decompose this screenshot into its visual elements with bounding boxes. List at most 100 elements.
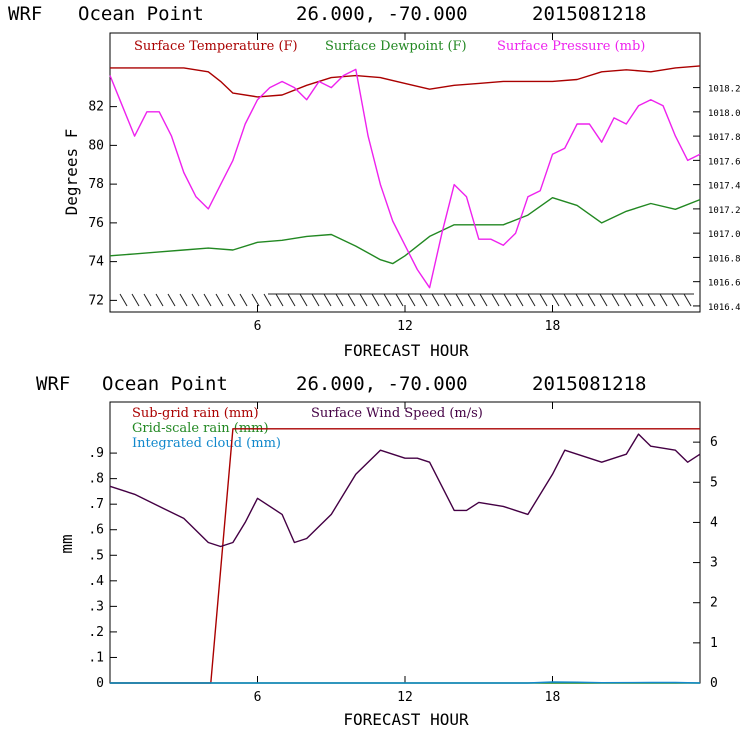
panel1-run: 2015081218 xyxy=(532,3,646,25)
legend-subgrid-rain: Sub-grid rain (mm) xyxy=(132,406,259,421)
wind-barb xyxy=(647,293,656,307)
wind-barb xyxy=(131,293,140,307)
wind-barb xyxy=(203,293,212,307)
panel1-y2-tick-label: 1016.4 xyxy=(708,303,740,313)
wind-barb xyxy=(239,293,248,307)
panel1-y-tick-label: 72 xyxy=(88,293,104,308)
wind-barb xyxy=(287,293,296,307)
wind-barb xyxy=(395,293,404,307)
panel2-y-tick-label: 0 xyxy=(96,676,104,691)
panel1-plot-frame xyxy=(109,32,701,313)
wind-barb xyxy=(431,293,440,307)
panel2-x-tick-label: 18 xyxy=(545,690,561,705)
panel2-y-tick-label: .8 xyxy=(88,472,104,487)
wind-barb xyxy=(227,293,236,307)
panel2-model: WRF xyxy=(36,373,70,395)
wind-barb xyxy=(323,293,332,307)
panel2-y-tick-label: .6 xyxy=(88,523,104,538)
panel2-y2-tick-label: 4 xyxy=(710,515,718,530)
legend-surface-pressure: Surface Pressure (mb) xyxy=(497,39,645,54)
wind-barb xyxy=(443,293,452,307)
series-surface-wind-speed-m-s xyxy=(109,433,701,548)
panel2-y2-tick-label: 0 xyxy=(710,676,718,691)
panel1-legend: Surface Temperature (F) Surface Dewpoint… xyxy=(134,39,645,54)
panel1-y-tick-label: 74 xyxy=(88,255,104,270)
wind-barb xyxy=(407,293,416,307)
wind-barb xyxy=(179,293,188,307)
legend-surface-dewpoint: Surface Dewpoint (F) xyxy=(325,39,467,54)
panel1-x-tick-label: 12 xyxy=(397,319,413,334)
wind-barb xyxy=(599,293,608,307)
wind-barb xyxy=(587,293,596,307)
panel1-y-tick-label: 80 xyxy=(88,138,104,153)
panel1-location: Ocean Point xyxy=(78,3,204,25)
panel1-header: WRF Ocean Point 26.000, -70.000 20150812… xyxy=(8,3,646,25)
wind-barb xyxy=(611,293,620,307)
wind-barb xyxy=(515,293,524,307)
panel1-y2-tick-label: 1017.8 xyxy=(708,133,740,143)
panel2-x-tick-label: 12 xyxy=(397,690,413,705)
wind-barb xyxy=(455,293,464,307)
wind-barb xyxy=(467,293,476,307)
panel2-y2-tick-label: 3 xyxy=(710,556,718,571)
panel1-x-tick-label: 18 xyxy=(545,319,561,334)
wind-barb xyxy=(347,293,356,307)
wind-barb xyxy=(263,293,272,307)
legend-surface-temperature: Surface Temperature (F) xyxy=(134,39,298,54)
wind-barb xyxy=(491,293,500,307)
panel2-y2-tick-label: 5 xyxy=(710,475,718,490)
panel2-y-tick-label: .7 xyxy=(88,497,104,512)
panel1-series xyxy=(109,65,701,289)
wind-barb xyxy=(251,293,260,307)
series-integrated-cloud-mm xyxy=(110,681,701,684)
wind-barb xyxy=(635,293,644,307)
wind-barb xyxy=(671,293,680,307)
wind-barb xyxy=(479,293,488,307)
panel1-y2-tick-label: 1017.0 xyxy=(708,230,740,240)
wind-barb xyxy=(371,293,380,307)
wind-barb xyxy=(503,293,512,307)
panel1-y2-tick-label: 1017.4 xyxy=(708,182,740,192)
panel1-xlabel: FORECAST HOUR xyxy=(343,341,469,360)
wind-barb xyxy=(143,293,152,307)
legend-grid-scale-rain: Grid-scale rain (mm) xyxy=(132,421,269,436)
wind-barb xyxy=(215,293,224,307)
wind-barb xyxy=(623,293,632,307)
panel2-y-tick-label: .4 xyxy=(88,574,104,589)
wind-barb xyxy=(335,293,344,307)
panel2-run: 2015081218 xyxy=(532,373,646,395)
panel1-x-tick-label: 6 xyxy=(254,319,262,334)
panel2-y2-tick-label: 6 xyxy=(710,435,718,450)
series-surface-temperature-f xyxy=(110,65,701,98)
panel2-y-tick-label: .9 xyxy=(88,446,104,461)
wind-barb xyxy=(575,293,584,307)
legend-surface-wind-speed: Surface Wind Speed (m/s) xyxy=(311,406,483,421)
wind-barb xyxy=(683,293,692,307)
panel2-y-tick-label: .5 xyxy=(88,548,104,563)
legend-integrated-cloud: Integrated cloud (mm) xyxy=(132,436,281,451)
wind-barb xyxy=(119,293,128,307)
panel1-y2-tick-label: 1018.0 xyxy=(708,109,740,119)
panel1-y2-tick-label: 1016.8 xyxy=(708,254,740,264)
panel1-model: WRF xyxy=(8,3,42,25)
panel2-y2-tick-label: 2 xyxy=(710,596,718,611)
wind-barb xyxy=(299,293,308,307)
panel1-y-tick-label: 76 xyxy=(88,216,104,231)
wind-barb xyxy=(359,293,368,307)
panel1-y2-tick-label: 1016.6 xyxy=(708,279,740,289)
wind-barb xyxy=(311,293,320,307)
series-surface-dewpoint-f xyxy=(109,196,701,265)
wind-barb xyxy=(419,293,428,307)
wind-barb xyxy=(527,293,536,307)
panel2-series xyxy=(109,428,701,684)
panel1-ylabel: Degrees F xyxy=(62,129,81,216)
wind-barb xyxy=(563,293,572,307)
panel1-y2-tick-label: 1017.6 xyxy=(708,157,740,167)
panel2-legend: Sub-grid rain (mm) Surface Wind Speed (m… xyxy=(132,406,483,451)
wind-barb xyxy=(383,293,392,307)
panel2-ylabel: mm xyxy=(57,534,76,553)
panel2-y-tick-label: .2 xyxy=(88,625,104,640)
series-sub-grid-rain-mm xyxy=(110,428,700,684)
